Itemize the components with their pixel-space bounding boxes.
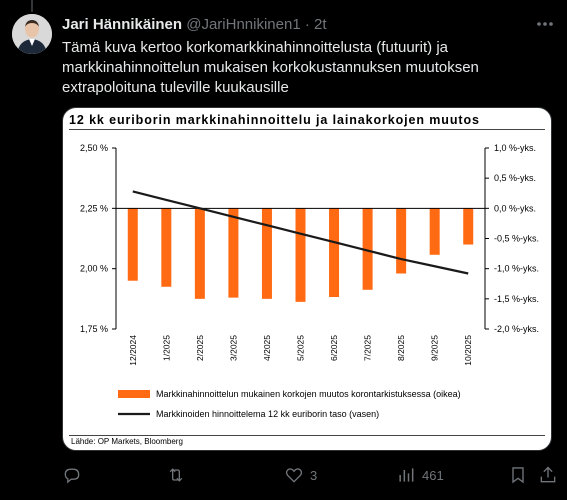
views-count: 461: [422, 467, 444, 483]
user-handle[interactable]: @JariHnnikinen1: [186, 16, 301, 33]
tweet-text: Tämä kuva kertoo korkomarkkinahinnoittel…: [62, 39, 479, 96]
bar: [429, 208, 440, 255]
tweet-header: Jari Hännikäinen @JariHnnikinen1 · 2t: [62, 16, 327, 34]
bar: [396, 208, 407, 274]
bar: [194, 208, 205, 299]
source-divider: [69, 435, 545, 436]
left-tick-label: 2,25 %: [80, 203, 108, 213]
x-tick-label: 6/2025: [329, 335, 339, 361]
action-bar: 3 461: [0, 462, 567, 488]
right-tick-label: 1,0 %-yks.: [494, 143, 536, 153]
x-tick-label: 4/2025: [262, 335, 272, 361]
chart: 2,50 % 2,25 % 2,00 % 1,75 % 1,0 %-yks. 0,5 %-…: [80, 143, 539, 419]
more-options-button[interactable]: [534, 14, 556, 34]
x-tick-label: 1/2025: [161, 335, 171, 361]
legend-bar-label: Markkinahinnoittelun mukainen korkojen m…: [156, 389, 461, 399]
reply-icon: [64, 468, 80, 484]
display-name[interactable]: Jari Hännikäinen: [62, 16, 183, 33]
right-tick-label: 0,0 %-yks.: [494, 203, 536, 213]
x-tick-label: 8/2025: [396, 335, 406, 361]
separator-dot: ·: [304, 16, 310, 33]
like-button[interactable]: 3: [284, 462, 317, 488]
avatar[interactable]: [12, 14, 52, 54]
thread-connector: [31, 0, 33, 12]
bar: [261, 208, 272, 299]
share-icon: [540, 466, 556, 483]
bookmark-button[interactable]: [508, 462, 528, 488]
bar: [362, 208, 373, 290]
right-tick-label: -1,0 %-yks.: [494, 264, 539, 274]
like-count: 3: [310, 467, 318, 483]
x-tick-label: 2/2025: [195, 335, 205, 361]
left-tick-label: 2,50 %: [80, 143, 108, 153]
right-tick-label: -1,5 %-yks.: [494, 294, 539, 304]
left-tick-label: 1,75 %: [80, 324, 108, 334]
legend-line-label: Markkinoiden hinnoittelema 12 kk euribor…: [156, 409, 379, 419]
views-icon: [399, 468, 414, 482]
x-tick-label: 9/2025: [430, 335, 440, 361]
x-tick-label: 12/2024: [128, 335, 138, 366]
heart-icon: [285, 468, 303, 483]
bar: [463, 208, 474, 245]
more-dots-icon: [537, 22, 553, 26]
reply-button[interactable]: [62, 462, 88, 488]
repost-icon: [169, 468, 183, 482]
x-tick-label: 3/2025: [228, 335, 238, 361]
bar: [295, 208, 306, 302]
x-tick-label: 10/2025: [463, 335, 473, 366]
bar: [329, 208, 340, 298]
right-tick-label: 0,5 %-yks.: [494, 173, 536, 183]
repost-button[interactable]: [166, 462, 192, 488]
chart-title: 12 kk euriborin markkinahinnoittelu ja l…: [69, 113, 480, 127]
x-tick-label: 5/2025: [296, 335, 306, 361]
bookmark-icon: [512, 467, 524, 484]
title-divider: [69, 129, 545, 130]
share-button[interactable]: [538, 462, 558, 488]
tweet-image[interactable]: 12 kk euriborin markkinahinnoittelu ja l…: [62, 107, 552, 451]
chart-source: Lähde: OP Markets, Bloomberg: [71, 437, 183, 446]
bar: [161, 208, 172, 287]
right-tick-label: -2,0 %-yks.: [494, 324, 539, 334]
x-tick-label: 7/2025: [363, 335, 373, 361]
bar: [228, 208, 239, 298]
bar: [127, 208, 138, 281]
views-button[interactable]: 461: [396, 462, 444, 488]
avatar-portrait-icon: [12, 14, 52, 54]
tweet-time[interactable]: 2t: [314, 16, 327, 33]
euribor-line: [132, 190, 469, 275]
right-tick-label: -0,5 %-yks.: [494, 234, 539, 244]
legend-bar-swatch: [118, 390, 150, 398]
left-tick-label: 2,00 %: [80, 264, 108, 274]
